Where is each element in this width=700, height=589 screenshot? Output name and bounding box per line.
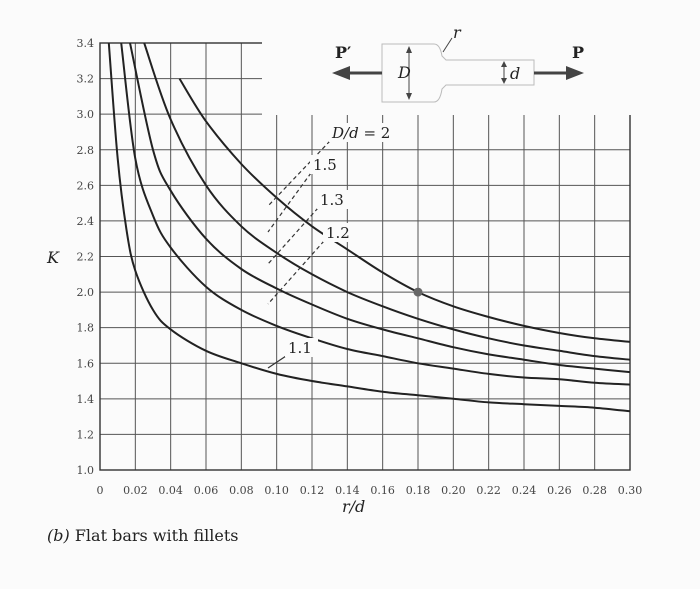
- curve-label-bg: [285, 338, 318, 357]
- y-tick-label: 1.4: [77, 393, 95, 406]
- curve-label: 1.1: [288, 339, 312, 357]
- x-tick-label: 0: [97, 484, 104, 497]
- right-load-label: P: [572, 43, 584, 62]
- small-dim-arrow-top: [501, 61, 507, 67]
- x-tick-label: 0.28: [582, 484, 607, 497]
- fillet-label: r: [453, 23, 462, 42]
- x-tick-label: 0.22: [476, 484, 501, 497]
- tick-labels: 0 0.02 0.04 0.06 0.08 0.10 0.12 0.14 0.16 0.18 0.2…: [77, 37, 643, 497]
- series-line: [143, 42, 631, 361]
- left-arrowhead: [332, 66, 350, 80]
- curve-label-leader: [267, 172, 312, 233]
- caption-text: Flat bars with fillets: [69, 526, 239, 545]
- x-tick-label: 0.26: [547, 484, 572, 497]
- curve-label: 1.5: [313, 156, 337, 174]
- bar-diagram: P′ P D d r: [262, 23, 632, 115]
- x-axis-title: r/d: [342, 497, 365, 516]
- y-tick-label: 1.0: [77, 464, 95, 477]
- y-tick-label: 3.4: [77, 37, 95, 50]
- x-tick-label: 0.08: [229, 484, 254, 497]
- curve-label-bg: [310, 155, 343, 174]
- curves: [107, 42, 631, 413]
- fillet-leader: [442, 37, 453, 53]
- curve-label-bg: [317, 190, 350, 209]
- curve-label-leader: [267, 140, 331, 207]
- x-tick-label: 0.10: [264, 484, 289, 497]
- x-tick-label: 0.06: [194, 484, 219, 497]
- curve-label: 1.3: [320, 191, 344, 209]
- x-tick-label: 0.18: [406, 484, 431, 497]
- curve-label: 1.2: [326, 224, 350, 242]
- highlight-point: [413, 287, 423, 297]
- y-tick-label: 1.8: [77, 322, 95, 335]
- y-tick-label: 1.6: [77, 357, 95, 370]
- figure-caption: (b) Flat bars with fillets: [47, 526, 238, 545]
- bar-outline: [381, 43, 535, 103]
- curve-label-leader: [267, 355, 287, 369]
- curve-label: D/d = 2: [331, 124, 390, 142]
- y-tick-label: 3.0: [77, 108, 95, 121]
- x-tick-label: 0.02: [123, 484, 148, 497]
- curve-label-bg: [323, 223, 356, 242]
- caption-part: (b): [47, 526, 70, 545]
- large-dim-arrow-bottom: [406, 93, 412, 100]
- y-tick-label: 2.2: [77, 251, 95, 264]
- series-line: [120, 42, 631, 386]
- y-axis-title: K: [46, 248, 60, 267]
- y-tick-label: 2.6: [77, 179, 95, 192]
- small-dim-arrow-bottom: [501, 78, 507, 84]
- curve-label-leader: [267, 207, 319, 265]
- curve-labels: D/d = 2 1.5 1.3 1.2 1.1: [267, 123, 398, 369]
- x-tick-label: 0.12: [300, 484, 325, 497]
- y-tick-label: 2.4: [77, 215, 95, 228]
- x-tick-label: 0.16: [370, 484, 395, 497]
- x-tick-label: 0.20: [441, 484, 466, 497]
- x-tick-label: 0.14: [335, 484, 360, 497]
- large-dim-label: D: [397, 63, 411, 82]
- x-tick-label: 0.24: [512, 484, 537, 497]
- x-tick-label: 0.30: [618, 484, 643, 497]
- right-arrowhead: [566, 66, 584, 80]
- left-load-label: P′: [335, 43, 351, 62]
- y-tick-label: 3.2: [77, 73, 95, 86]
- curve-label-bg: [329, 123, 398, 142]
- x-tick-label: 0.04: [158, 484, 183, 497]
- curve-label-leader: [267, 240, 325, 305]
- y-tick-label: 2.8: [77, 144, 95, 157]
- series-line: [178, 78, 631, 343]
- y-tick-label: 2.0: [77, 286, 95, 299]
- small-dim-label: d: [510, 64, 520, 83]
- series-line: [129, 42, 631, 374]
- stress-concentration-chart: 0 0.02 0.04 0.06 0.08 0.10 0.12 0.14 0.16 0.18 0.2…: [46, 23, 643, 516]
- large-dim-arrow-top: [406, 46, 412, 53]
- series-line: [107, 42, 631, 413]
- y-tick-label: 1.2: [77, 428, 95, 441]
